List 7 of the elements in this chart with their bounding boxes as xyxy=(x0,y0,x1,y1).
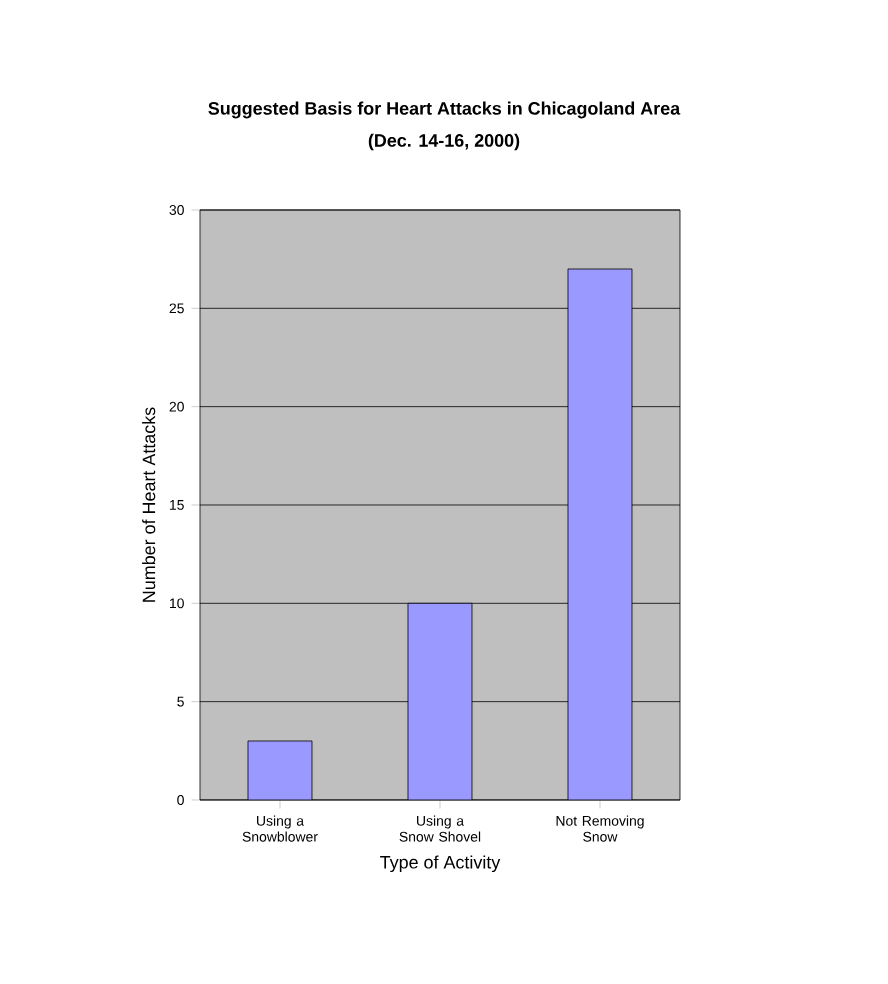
bar xyxy=(407,602,473,800)
bar xyxy=(567,268,633,800)
chart-title: Suggested Basis for Heart Attacks in Chicagoland Area xyxy=(208,101,681,119)
bar xyxy=(247,740,313,800)
y-axis-title: Number of Heart Attacks xyxy=(142,407,156,602)
chart-subtitle: (Dec. 14-16, 2000) xyxy=(368,133,520,151)
x-axis-title: Type of Activity xyxy=(380,855,501,873)
